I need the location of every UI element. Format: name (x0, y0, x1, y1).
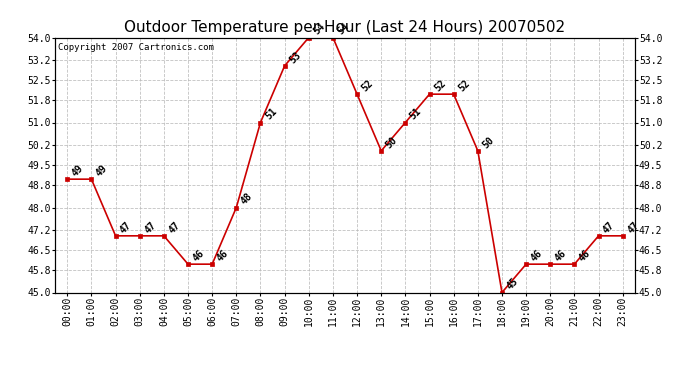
Text: 53: 53 (288, 50, 303, 65)
Text: 47: 47 (167, 220, 182, 235)
Text: 51: 51 (408, 106, 424, 122)
Text: 46: 46 (553, 248, 569, 263)
Text: 52: 52 (433, 78, 448, 93)
Text: 47: 47 (602, 220, 617, 235)
Text: 47: 47 (626, 220, 641, 235)
Text: 46: 46 (215, 248, 230, 263)
Text: 51: 51 (264, 106, 279, 122)
Text: 54: 54 (312, 21, 327, 37)
Text: Copyright 2007 Cartronics.com: Copyright 2007 Cartronics.com (58, 43, 214, 52)
Text: 46: 46 (529, 248, 544, 263)
Text: 50: 50 (481, 135, 496, 150)
Text: 52: 52 (457, 78, 472, 93)
Text: 54: 54 (336, 21, 351, 37)
Text: 45: 45 (505, 276, 520, 292)
Text: 49: 49 (70, 163, 86, 178)
Text: 49: 49 (95, 163, 110, 178)
Text: 50: 50 (384, 135, 400, 150)
Text: 48: 48 (239, 191, 255, 207)
Text: 52: 52 (360, 78, 375, 93)
Text: 47: 47 (119, 220, 134, 235)
Text: 46: 46 (578, 248, 593, 263)
Text: 47: 47 (143, 220, 158, 235)
Title: Outdoor Temperature per Hour (Last 24 Hours) 20070502: Outdoor Temperature per Hour (Last 24 Ho… (124, 20, 566, 35)
Text: 46: 46 (191, 248, 206, 263)
